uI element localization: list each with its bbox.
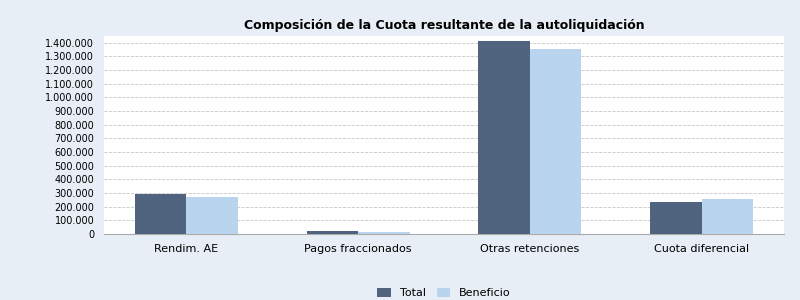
Bar	[478, 41, 530, 234]
Bar	[186, 197, 238, 234]
Bar	[650, 202, 702, 234]
Bar	[358, 232, 410, 234]
Legend: Total, Beneficio: Total, Beneficio	[373, 283, 515, 300]
Bar	[135, 194, 186, 234]
Title: Composición de la Cuota resultante de la autoliquidación: Composición de la Cuota resultante de la…	[244, 19, 644, 32]
Bar	[306, 231, 358, 234]
Bar	[702, 199, 753, 234]
Bar	[530, 49, 582, 234]
